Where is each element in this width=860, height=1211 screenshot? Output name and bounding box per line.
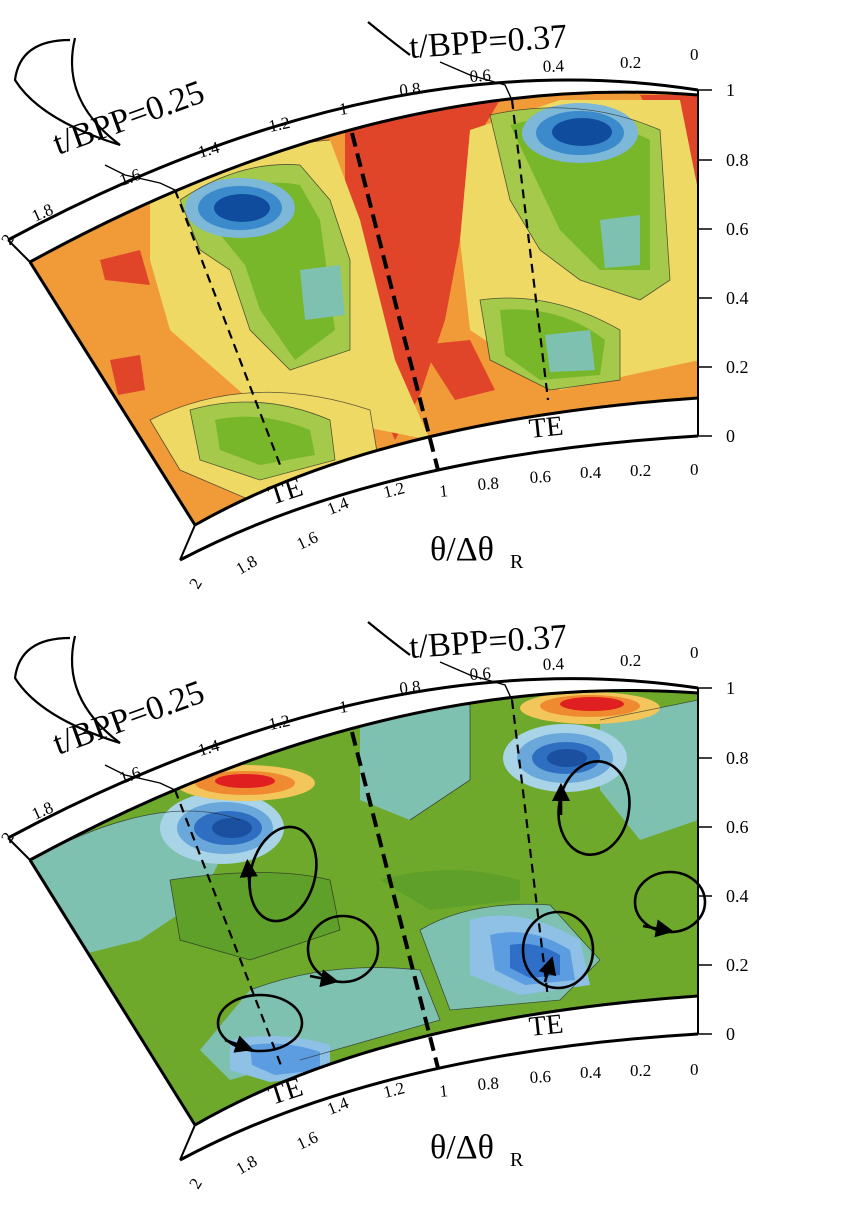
te-label-right-bottom: TE [527, 1009, 564, 1043]
svg-text:0.8: 0.8 [726, 150, 749, 170]
svg-text:0.8: 0.8 [477, 474, 500, 494]
vortex-circle-4 [557, 760, 631, 856]
svg-text:1.2: 1.2 [267, 113, 292, 136]
contour-field-top [30, 92, 698, 525]
vortex-circle-5 [521, 910, 595, 990]
dashed-line-pitch-025-top [173, 189, 284, 471]
vortex-circle-2 [306, 914, 380, 984]
svg-text:0.2: 0.2 [630, 461, 651, 480]
svg-text:1: 1 [338, 99, 349, 119]
blade-sketch-bottom-left [13, 635, 121, 745]
svg-text:0.8: 0.8 [726, 748, 749, 768]
svg-text:0.4: 0.4 [542, 654, 564, 674]
svg-text:0.6: 0.6 [529, 1067, 551, 1087]
inner-arc-top [194, 396, 699, 527]
pitch-label-025-top: t/BPP=0.25 [48, 74, 209, 163]
svg-text:1.6: 1.6 [294, 527, 321, 553]
svg-text:2: 2 [185, 1175, 206, 1192]
vortex-markers [216, 760, 707, 1053]
svg-text:0.6: 0.6 [726, 219, 749, 239]
svg-text:1: 1 [726, 678, 735, 698]
svg-text:0: 0 [726, 426, 735, 446]
svg-text:1.8: 1.8 [29, 798, 56, 824]
svg-text:1: 1 [726, 80, 735, 100]
svg-text:0.6: 0.6 [469, 66, 492, 86]
svg-text:1: 1 [338, 697, 349, 717]
dashed-line-pitch-025-bottom [173, 789, 284, 1069]
svg-text:1.4: 1.4 [196, 736, 222, 760]
blade-sketch-top-right [367, 21, 411, 56]
inner-theta-ticks-bottom: 2 1.8 1.6 1.4 1.2 1 0.8 0.6 0.4 0.2 0 [185, 1060, 698, 1192]
inner-arc-bottom [194, 994, 699, 1127]
svg-text:0.8: 0.8 [398, 79, 421, 100]
svg-text:0.6: 0.6 [469, 664, 492, 684]
outer-arc-top [29, 90, 699, 264]
svg-text:1.4: 1.4 [324, 493, 351, 519]
blade-sketch-bottom-right [367, 621, 411, 656]
outer-arc-bottom [29, 689, 699, 862]
pitch-label-025-bottom: t/BPP=0.25 [48, 674, 209, 763]
svg-text:0.8: 0.8 [477, 1074, 500, 1094]
svg-text:0.4: 0.4 [542, 56, 564, 76]
svg-text:1.8: 1.8 [29, 200, 56, 226]
svg-text:1.2: 1.2 [381, 1078, 406, 1102]
dashed-line-pitch-037-top [510, 99, 550, 401]
contour-panel-top: t/BPP=0.25 t/BPP=0.37 TE TE θ/Δθ R 2 1.8… [0, 18, 749, 592]
svg-text:2: 2 [185, 575, 206, 592]
dashed-line-pitch-037-bottom [510, 699, 550, 999]
svg-text:0: 0 [726, 1024, 735, 1044]
svg-text:0.8: 0.8 [398, 677, 421, 698]
dashed-line-theta-1-top [350, 132, 440, 471]
svg-text:0.4: 0.4 [726, 288, 749, 308]
svg-text:0.2: 0.2 [630, 1061, 651, 1080]
svg-text:0.6: 0.6 [529, 467, 551, 487]
svg-text:0.4: 0.4 [580, 1063, 602, 1082]
span-ticks-bottom: 0 0.2 0.4 0.6 0.8 1 [698, 678, 749, 1044]
svg-text:0.2: 0.2 [726, 955, 749, 975]
svg-text:0.2: 0.2 [620, 651, 641, 670]
svg-text:2: 2 [0, 231, 18, 248]
span-ticks-top: 0 0.2 0.4 0.6 0.8 1 [698, 80, 749, 446]
svg-text:0.4: 0.4 [580, 463, 602, 482]
axis-title-sub-bottom: R [510, 1149, 524, 1171]
svg-text:0.2: 0.2 [620, 53, 641, 72]
svg-text:1.2: 1.2 [381, 478, 406, 502]
svg-text:0: 0 [690, 643, 699, 662]
svg-text:0.6: 0.6 [726, 817, 749, 837]
svg-text:1.4: 1.4 [196, 138, 222, 162]
dashed-line-theta-1-bottom [350, 731, 440, 1069]
svg-text:1.8: 1.8 [233, 551, 261, 578]
svg-text:1: 1 [438, 481, 448, 501]
svg-text:0.2: 0.2 [726, 357, 749, 377]
te-label-right-top: TE [527, 411, 564, 445]
svg-text:0: 0 [690, 1060, 699, 1079]
svg-text:1.2: 1.2 [267, 711, 292, 734]
svg-text:1: 1 [438, 1081, 448, 1101]
contour-panel-bottom: t/BPP=0.25 t/BPP=0.37 TE TE θ/Δθ R 2 1.8… [0, 618, 749, 1192]
svg-text:2: 2 [0, 829, 18, 846]
axis-title-sub-top: R [510, 551, 524, 573]
svg-text:0: 0 [690, 460, 699, 479]
blade-sketch-top-left [13, 37, 121, 147]
vortex-circle-3 [216, 993, 304, 1053]
axis-title-bottom: θ/Δθ [430, 1129, 494, 1166]
svg-text:0.4: 0.4 [726, 886, 749, 906]
svg-text:0: 0 [690, 45, 699, 64]
svg-text:1.8: 1.8 [233, 1151, 261, 1178]
axis-title-top: θ/Δθ [430, 531, 494, 568]
svg-text:1.6: 1.6 [294, 1127, 321, 1153]
